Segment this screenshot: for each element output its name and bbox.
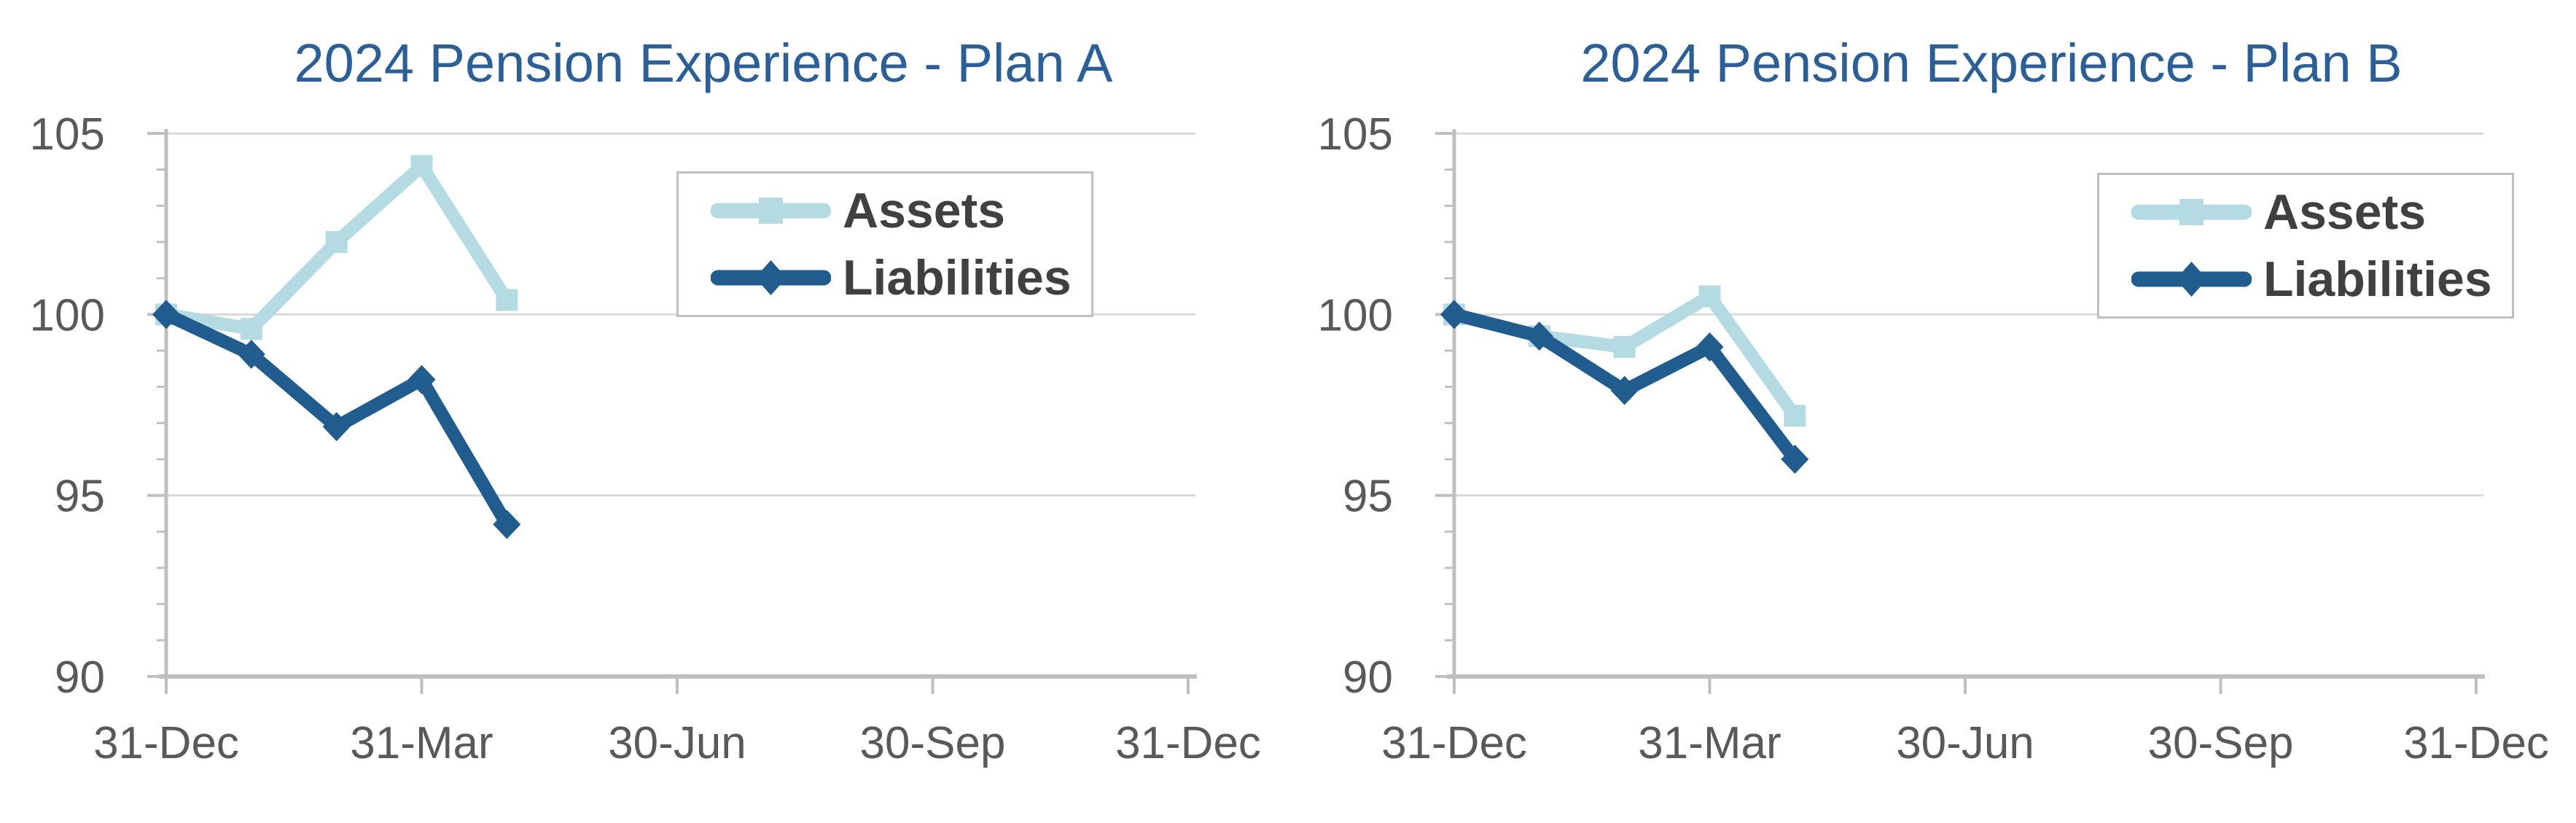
x-axis-label: 30-Jun: [1896, 718, 2034, 768]
x-axis-label: 31-Mar: [350, 718, 493, 768]
y-axis-label: 95: [1343, 472, 1393, 522]
legend-label-liabilities: Liabilities: [2263, 251, 2492, 307]
legend-box: Assets Liabilities: [676, 171, 1093, 317]
y-axis-label: 95: [55, 472, 105, 522]
assets-data-marker: [410, 155, 433, 177]
assets-data-marker: [240, 318, 262, 340]
legend-item-liabilities: Liabilities: [2131, 251, 2512, 308]
y-axis-label: 90: [55, 652, 105, 703]
x-axis-label: 30-Jun: [608, 718, 746, 768]
liabilities-data-marker: [1781, 445, 1809, 474]
y-axis-label: 105: [1318, 109, 1393, 160]
x-axis-label: 30-Sep: [860, 718, 1006, 768]
liabilities-data-marker: [322, 412, 351, 442]
assets-swatch-svg: [711, 198, 831, 224]
plot-svg-plan-b: 90 95 100 105 31-Dec 31-Mar 30-Jun 30-Sep 31-Dec: [1318, 109, 2549, 768]
assets-line-marker-icon: [711, 182, 831, 239]
plot-svg-plan-a: 90 95 100 105 31-Dec 31-Mar 30-Jun 30-Sep 31-Dec: [30, 109, 1261, 768]
assets-data-marker: [1784, 405, 1806, 427]
chart-panel-plan-b: 2024 Pension Experience - Plan B 90 95 100…: [1288, 0, 2576, 823]
liabilities-data-marker: [493, 510, 521, 539]
legend-box: Assets Liabilities: [2097, 173, 2514, 319]
liabilities-swatch-svg: [2131, 262, 2252, 297]
liabilities-data-marker: [407, 364, 436, 394]
legend-label-assets: Assets: [843, 183, 1006, 238]
legend-label-assets: Assets: [2263, 184, 2427, 240]
x-axis-label: 31-Dec: [93, 718, 239, 768]
assets-data-marker: [1698, 285, 1721, 308]
legend-item-assets: Assets: [711, 182, 1091, 239]
x-axis-label: 31-Dec: [1115, 718, 1261, 768]
liabilities-swatch-svg: [711, 260, 831, 295]
y-axis-label: 100: [1318, 290, 1393, 340]
chart-panel-plan-a: 2024 Pension Experience - Plan A 90 95 100…: [30, 33, 1261, 768]
liabilities-data-marker: [1525, 321, 1553, 351]
x-axis-label: 31-Dec: [2403, 718, 2549, 768]
x-axis-label: 30-Sep: [2148, 718, 2294, 768]
liabilities-line-marker-icon: [711, 249, 831, 306]
assets-data-marker: [1613, 336, 1636, 359]
liabilities-data-marker: [1440, 300, 1468, 329]
legend-item-assets: Assets: [2131, 184, 2512, 241]
liabilities-data-marker: [152, 300, 180, 329]
y-axis-label: 90: [1343, 652, 1393, 703]
legend-swatch-diamond-marker: [2176, 262, 2207, 297]
legend-swatch-diamond-marker: [755, 260, 787, 295]
assets-line-marker-icon: [2131, 184, 2252, 241]
legend-label-liabilities: Liabilities: [843, 250, 1072, 305]
assets-swatch-svg: [2131, 199, 2252, 225]
legend-item-liabilities: Liabilities: [711, 249, 1091, 306]
chart-title-plan-b: 2024 Pension Experience - Plan B: [1580, 33, 2403, 93]
legend-swatch-square-marker: [759, 198, 783, 224]
x-axis-label: 31-Mar: [1638, 718, 1781, 768]
y-axis-label: 105: [30, 109, 105, 160]
legend-swatch-square-marker: [2179, 199, 2204, 225]
assets-data-marker: [496, 289, 518, 311]
y-axis-label: 100: [30, 290, 105, 340]
x-axis-label: 31-Dec: [1381, 718, 1527, 768]
liabilities-data-marker: [237, 339, 265, 369]
chart-title-plan-a: 2024 Pension Experience - Plan A: [294, 33, 1113, 93]
liabilities-data-marker: [1695, 332, 1724, 362]
liabilities-data-marker: [1610, 375, 1639, 405]
liabilities-line-marker-icon: [2131, 251, 2252, 308]
assets-data-marker: [325, 231, 348, 253]
